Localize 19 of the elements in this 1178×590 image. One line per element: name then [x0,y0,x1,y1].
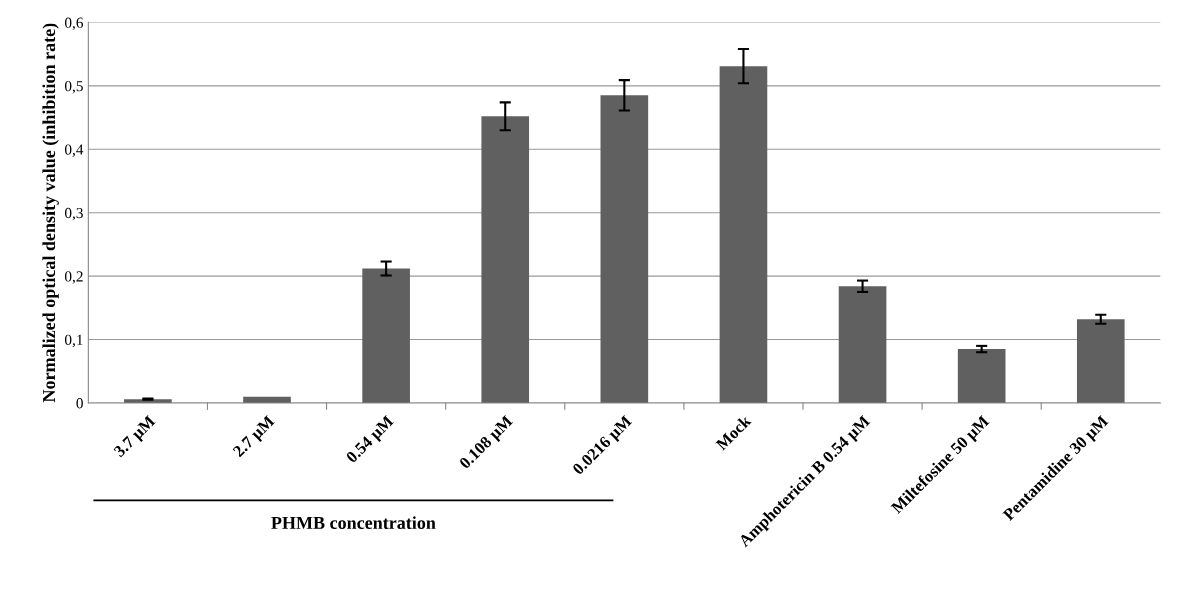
y-tick-label: 0 [76,398,83,409]
bar [600,95,649,403]
x-tick-label: 2.7 µM [232,414,278,460]
bar [838,286,887,403]
x-tick-label: 0.54 µM [345,414,397,466]
y-axis-title: Normalized optical density value (inhibition rate) [42,23,59,403]
y-tick-label: 0,2 [64,271,83,284]
bar [1076,319,1125,403]
bar [719,66,768,403]
y-tick-label: 0,6 [64,17,84,31]
y-tick-label: 0,4 [64,144,84,157]
bar [362,268,410,403]
text: PHMB concentration [271,516,436,529]
y-tick-label: 0,1 [64,334,83,348]
x-tick-label: 3.7 µM [113,414,159,460]
y-tick-label: 0,3 [64,207,83,221]
bar [481,116,530,403]
bar [957,349,1006,403]
y-tick-label: 0,5 [64,80,83,94]
